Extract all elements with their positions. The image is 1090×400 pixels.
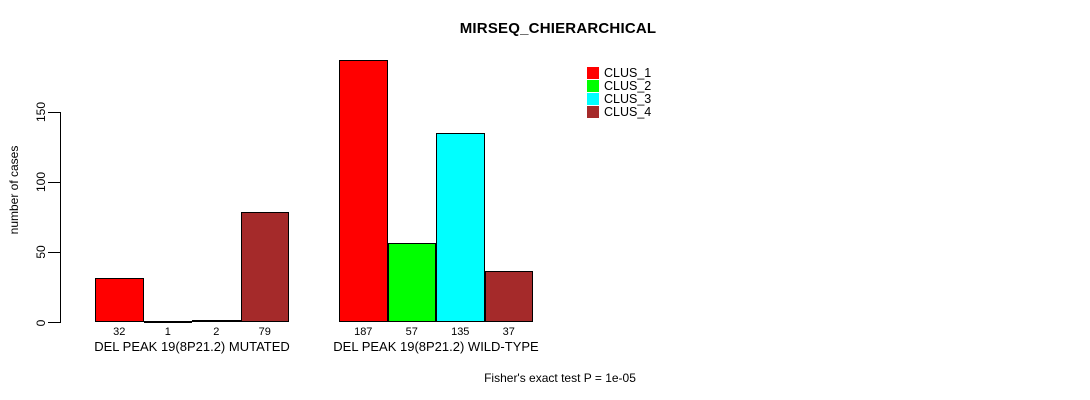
legend-item: CLUS_4 (587, 105, 652, 120)
bar-clus_1-group2 (339, 60, 388, 323)
y-axis-tick (48, 111, 60, 113)
bar-clus_2-group1 (143, 321, 192, 324)
y-axis-tick-label: 50 (34, 245, 48, 260)
bar-value-label: 135 (451, 326, 470, 338)
chart-title: MIRSEQ_CHIERARCHICAL (459, 20, 657, 37)
y-axis-line (60, 112, 61, 323)
legend-swatch (587, 66, 599, 79)
bar-clus_4-group1 (240, 211, 289, 323)
group-label: DEL PEAK 19(8P21.2) WILD-TYPE (333, 339, 539, 354)
bar-clus_3-group1 (192, 319, 241, 323)
group-label: DEL PEAK 19(8P21.2) MUTATED (94, 339, 290, 354)
legend-swatch (587, 106, 599, 119)
bar-value-label: 57 (405, 326, 418, 338)
legend-item: CLUS_2 (587, 78, 652, 93)
bar-value-label: 187 (354, 326, 373, 338)
bar-clus_4-group2 (484, 270, 533, 323)
legend: CLUS_1 CLUS_2 CLUS_3 CLUS_4 (587, 66, 651, 119)
y-axis-tick-label: 150 (34, 101, 48, 123)
legend-swatch (587, 92, 599, 105)
y-axis-tick-label: 0 (34, 319, 48, 326)
bar-clus_3-group2 (436, 133, 485, 323)
legend-swatch (587, 79, 599, 92)
y-axis-tick-label: 100 (34, 172, 48, 193)
y-axis-tick (48, 251, 60, 253)
legend-label: CLUS_4 (604, 105, 652, 120)
bar-value-label: 1 (164, 326, 171, 338)
y-axis-tick (48, 322, 60, 323)
bar-clus_2-group2 (387, 242, 436, 323)
legend-label: CLUS_2 (604, 78, 652, 93)
bar-value-label: 37 (502, 326, 515, 338)
legend-item: CLUS_3 (587, 91, 652, 106)
bar-value-label: 32 (113, 326, 126, 338)
legend-item: CLUS_1 (587, 65, 652, 80)
y-axis-tick (48, 181, 60, 183)
stat-annotation: Fisher's exact test P = 1e-05 (484, 371, 636, 385)
legend-label: CLUS_1 (604, 65, 652, 80)
bar-value-label: 79 (258, 326, 271, 338)
bar-value-label: 2 (213, 326, 220, 338)
legend-label: CLUS_3 (604, 91, 652, 106)
bar-clus_1-group1 (95, 277, 144, 323)
